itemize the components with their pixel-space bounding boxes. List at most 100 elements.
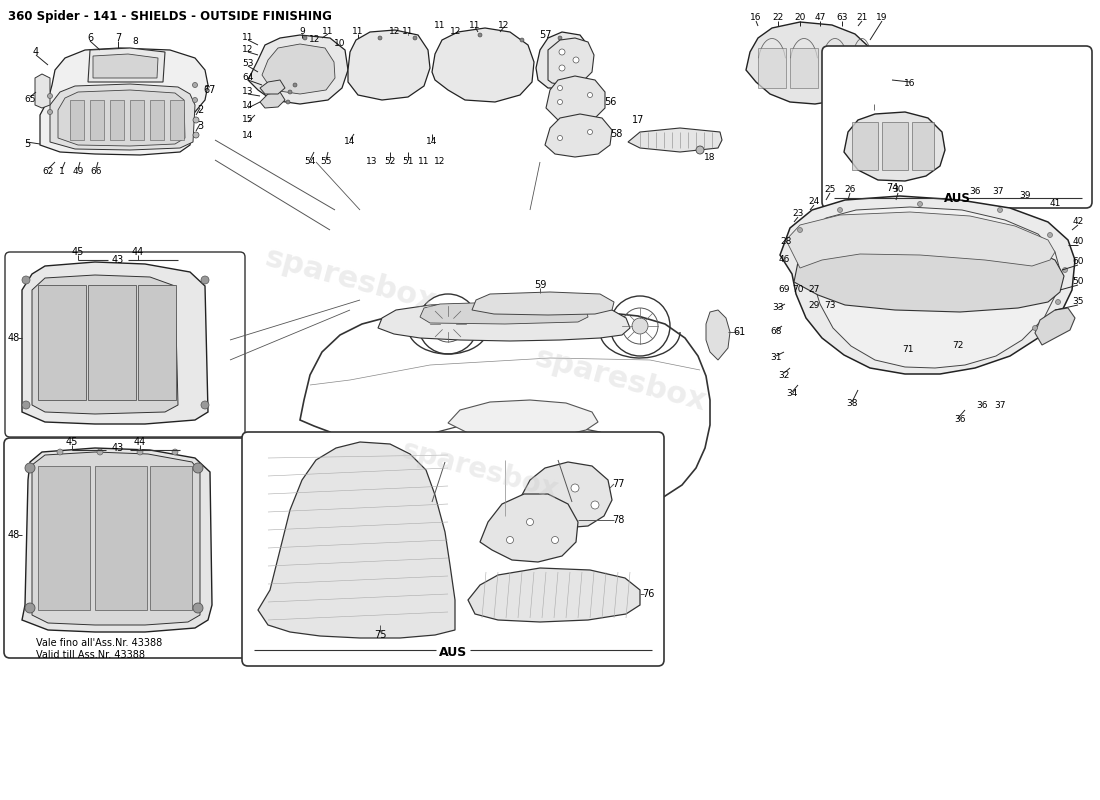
Text: 71: 71 xyxy=(902,346,914,354)
Polygon shape xyxy=(348,30,430,100)
Text: sparesbox: sparesbox xyxy=(398,436,561,504)
Polygon shape xyxy=(822,48,848,88)
Circle shape xyxy=(192,117,199,123)
Text: 14: 14 xyxy=(427,138,438,146)
Polygon shape xyxy=(170,100,184,140)
Text: 27: 27 xyxy=(808,286,820,294)
Text: 58: 58 xyxy=(609,129,623,139)
Text: 6: 6 xyxy=(87,33,94,43)
Polygon shape xyxy=(94,54,158,78)
Text: 12: 12 xyxy=(309,35,321,45)
Text: AUS: AUS xyxy=(944,191,970,205)
Text: 35: 35 xyxy=(1072,298,1084,306)
Text: 21: 21 xyxy=(856,14,868,22)
Text: 25: 25 xyxy=(824,186,836,194)
Text: 14: 14 xyxy=(242,102,254,110)
Text: 20: 20 xyxy=(794,14,805,22)
Text: 4: 4 xyxy=(33,47,40,57)
Text: 12: 12 xyxy=(498,21,509,30)
Text: 36: 36 xyxy=(955,415,966,425)
Text: 39: 39 xyxy=(1020,191,1031,201)
Circle shape xyxy=(696,146,704,154)
Polygon shape xyxy=(420,302,588,324)
Circle shape xyxy=(286,100,290,104)
FancyBboxPatch shape xyxy=(822,46,1092,208)
Polygon shape xyxy=(546,76,605,122)
Text: 26: 26 xyxy=(845,186,856,194)
Circle shape xyxy=(559,49,565,55)
Text: 11: 11 xyxy=(242,34,254,42)
Circle shape xyxy=(192,132,199,138)
Polygon shape xyxy=(260,92,285,108)
Polygon shape xyxy=(706,310,730,360)
Circle shape xyxy=(97,449,103,455)
Circle shape xyxy=(47,110,53,114)
Circle shape xyxy=(138,449,143,455)
Polygon shape xyxy=(786,212,1055,268)
Circle shape xyxy=(47,94,53,98)
Text: 46: 46 xyxy=(779,255,790,265)
Polygon shape xyxy=(88,285,136,400)
Polygon shape xyxy=(39,466,90,610)
Text: 45: 45 xyxy=(72,247,85,257)
Circle shape xyxy=(440,316,456,332)
Circle shape xyxy=(288,90,292,94)
Polygon shape xyxy=(39,285,86,400)
Text: 75: 75 xyxy=(374,630,386,640)
Circle shape xyxy=(201,401,209,409)
Circle shape xyxy=(571,484,579,492)
Text: 40: 40 xyxy=(1072,238,1084,246)
Text: 11: 11 xyxy=(470,21,481,30)
Circle shape xyxy=(559,65,565,71)
Text: 76: 76 xyxy=(641,589,654,599)
Text: 74: 74 xyxy=(886,183,899,193)
Text: 54: 54 xyxy=(305,158,316,166)
Circle shape xyxy=(632,318,648,334)
Circle shape xyxy=(587,93,593,98)
Polygon shape xyxy=(1035,308,1075,345)
Text: 55: 55 xyxy=(320,158,332,166)
Circle shape xyxy=(22,276,30,284)
FancyBboxPatch shape xyxy=(242,432,664,666)
Text: 16: 16 xyxy=(750,14,761,22)
Text: 52: 52 xyxy=(384,158,396,166)
Text: 11: 11 xyxy=(403,27,414,37)
Text: 13: 13 xyxy=(366,158,377,166)
Polygon shape xyxy=(90,100,104,140)
Text: 14: 14 xyxy=(242,130,254,139)
Text: 3: 3 xyxy=(197,121,204,131)
Polygon shape xyxy=(22,448,212,632)
Text: 10: 10 xyxy=(334,39,345,49)
Text: 23: 23 xyxy=(792,210,804,218)
Text: 36: 36 xyxy=(969,187,981,197)
Text: 2: 2 xyxy=(197,105,204,115)
Text: 24: 24 xyxy=(808,198,820,206)
Polygon shape xyxy=(260,80,285,94)
Polygon shape xyxy=(150,100,164,140)
Polygon shape xyxy=(536,32,590,88)
Circle shape xyxy=(548,501,556,509)
Text: 47: 47 xyxy=(814,14,826,22)
Text: 57: 57 xyxy=(539,30,551,40)
Polygon shape xyxy=(912,122,934,170)
Text: 69: 69 xyxy=(779,286,790,294)
Text: 68: 68 xyxy=(770,327,782,337)
Text: 28: 28 xyxy=(780,238,792,246)
Circle shape xyxy=(520,38,524,42)
Circle shape xyxy=(506,537,514,543)
Text: 41: 41 xyxy=(1049,199,1060,209)
Text: sparesbox: sparesbox xyxy=(261,243,439,317)
Text: 12: 12 xyxy=(242,46,254,54)
Text: 29: 29 xyxy=(808,302,820,310)
Polygon shape xyxy=(32,452,200,625)
Circle shape xyxy=(172,449,178,455)
Text: 37: 37 xyxy=(992,187,1003,197)
Text: 19: 19 xyxy=(877,14,888,22)
Text: 43: 43 xyxy=(112,255,124,265)
Text: 66: 66 xyxy=(90,166,101,175)
Text: 65: 65 xyxy=(24,95,35,105)
Polygon shape xyxy=(40,48,208,155)
Polygon shape xyxy=(432,28,534,102)
Circle shape xyxy=(192,98,198,102)
Text: Vale fino all'Ass.Nr. 43388: Vale fino all'Ass.Nr. 43388 xyxy=(36,638,163,648)
